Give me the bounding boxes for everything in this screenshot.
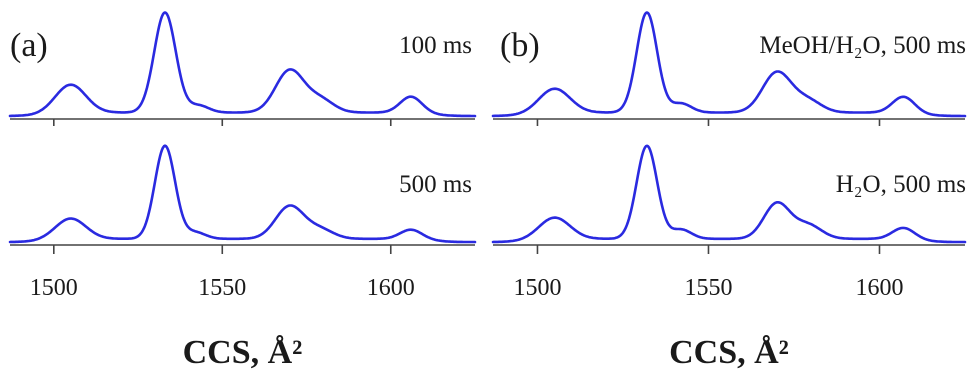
x-tick-label: 1550 bbox=[198, 275, 246, 301]
trace-label: H₂O, 500 ms bbox=[836, 171, 966, 198]
panel-letter: (b) bbox=[500, 27, 540, 64]
x-axis-label: CCS, Å² bbox=[669, 334, 789, 371]
x-tick-label: 1500 bbox=[513, 275, 561, 301]
trace-label: MeOH/H₂O, 500 ms bbox=[759, 32, 966, 59]
spectrum-trace bbox=[8, 11, 477, 118]
x-tick-label: 1550 bbox=[684, 275, 732, 301]
trace-label: 100 ms bbox=[399, 32, 472, 59]
x-tick-label: 1600 bbox=[855, 275, 903, 301]
panel-letter: (a) bbox=[10, 27, 48, 64]
spectrum-trace bbox=[491, 11, 967, 118]
panel-a: (a) 100 ms 500 ms 1500 1550 1600 CCS, Å² bbox=[8, 11, 477, 371]
x-axis-label: CCS, Å² bbox=[183, 334, 303, 371]
x-tick-label: 1500 bbox=[30, 275, 78, 301]
spectrum-trace bbox=[491, 144, 967, 244]
spectrum-trace bbox=[8, 144, 477, 244]
x-tick-label: 1600 bbox=[367, 275, 415, 301]
panel-b: (b) MeOH/H₂O, 500 ms H₂O, 500 ms 1500 1550 16… bbox=[491, 11, 967, 371]
trace-label: 500 ms bbox=[399, 171, 472, 198]
